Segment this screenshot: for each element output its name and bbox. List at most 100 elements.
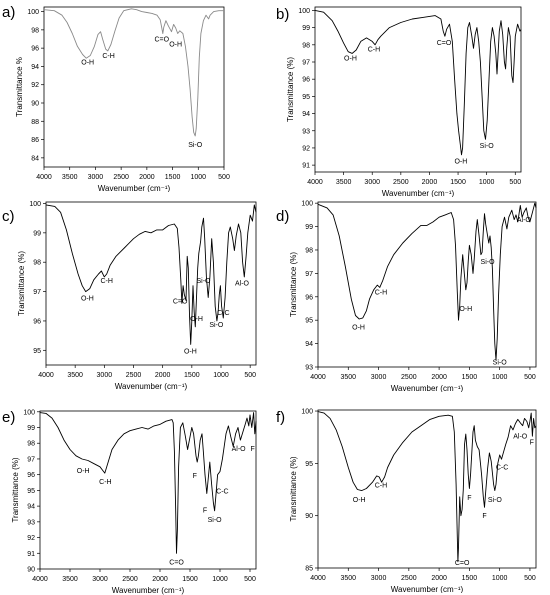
peak-annotation: F xyxy=(203,507,207,514)
x-tick-label: 2500 xyxy=(401,575,417,582)
x-axis-label: Wavenumber (cm⁻¹) xyxy=(391,585,464,593)
x-tick-label: 2000 xyxy=(422,179,438,186)
y-tick-label: 99 xyxy=(33,230,41,237)
peak-annotation: Al-O xyxy=(513,433,528,440)
x-tick-label: 3000 xyxy=(92,576,108,583)
peak-annotation: O-H xyxy=(459,306,472,313)
peak-annotation: C=O xyxy=(154,37,169,44)
peak-annotation: O-H xyxy=(81,60,94,67)
y-tick-label: 96 xyxy=(302,77,310,84)
x-tick-label: 1500 xyxy=(462,374,478,381)
y-tick-label: 100 xyxy=(298,8,310,15)
peak-annotation: O-H xyxy=(81,295,94,302)
spectrum-chart-a: 4000 3500 3000 2500 2000 1500 1000 500 84 86 88 90 9… xyxy=(15,6,230,192)
x-tick-label: 2500 xyxy=(113,174,129,181)
x-tick-label: 2000 xyxy=(139,174,155,181)
x-tick-label: 3500 xyxy=(62,174,78,181)
panel-label-b: b) xyxy=(276,6,290,23)
y-tick-label: 100 xyxy=(301,201,313,208)
y-tick-label: 98 xyxy=(302,42,310,49)
peak-annotation: Si-O xyxy=(488,497,503,504)
panel-label-c: c) xyxy=(2,208,15,225)
plot-frame xyxy=(317,409,537,569)
y-tick-label: 96 xyxy=(27,472,35,479)
y-tick-label: 90 xyxy=(27,567,35,574)
y-tick-label: 96 xyxy=(305,294,313,301)
spectrum-chart-b: 4000 3500 3000 2500 2000 1500 1000 500 91 92 93 94 9… xyxy=(286,6,522,197)
x-tick-label: 1500 xyxy=(182,576,198,583)
y-tick-label: 98 xyxy=(305,247,313,254)
x-axis-label: Wavenumber (cm⁻¹) xyxy=(112,586,185,595)
y-tick-label: 95 xyxy=(305,461,313,468)
peak-annotation: O-H xyxy=(454,158,467,165)
y-tick-label: 97 xyxy=(302,60,310,67)
x-tick-label: 2000 xyxy=(431,374,447,381)
x-tick-label: 500 xyxy=(524,575,536,582)
y-tick-label: 99 xyxy=(305,224,313,231)
x-tick-label: 4000 xyxy=(32,576,48,583)
y-tick-label: 94 xyxy=(302,111,310,118)
y-tick-label: 96 xyxy=(31,46,39,53)
peak-annotation: Si-O xyxy=(188,142,203,149)
x-tick-label: 500 xyxy=(244,372,256,379)
spectrum-line xyxy=(39,412,257,554)
x-tick-label: 3500 xyxy=(340,374,356,381)
y-tick-label: 85 xyxy=(305,566,313,573)
x-tick-label: 2500 xyxy=(393,179,409,186)
y-tick-label: 100 xyxy=(29,201,41,208)
peak-annotation: C=O xyxy=(173,298,188,305)
peak-annotation: C-C xyxy=(217,310,229,317)
spectrum-line xyxy=(43,8,224,137)
peak-annotation: O-H xyxy=(344,55,357,62)
peak-annotation: Al-O xyxy=(232,446,247,453)
y-tick-label: 88 xyxy=(31,119,39,126)
peak-annotation: O-H xyxy=(353,497,366,504)
y-tick-label: 95 xyxy=(33,348,41,355)
y-axis-label: Transmittance (%) xyxy=(290,456,298,521)
y-tick-label: 96 xyxy=(33,318,41,325)
x-tick-label: 2000 xyxy=(431,575,447,582)
x-axis-label: Wavenumber (cm⁻¹) xyxy=(382,189,455,197)
y-tick-label: 98 xyxy=(27,441,35,448)
y-tick-label: 97 xyxy=(305,271,313,278)
y-axis-label: Transmittance (%) xyxy=(17,251,26,316)
y-tick-label: 100 xyxy=(301,409,313,416)
y-tick-label: 94 xyxy=(305,341,313,348)
y-tick-label: 95 xyxy=(302,94,310,101)
peak-annotation: C-C xyxy=(216,489,228,496)
x-tick-label: 3000 xyxy=(371,374,387,381)
spectrum-line xyxy=(317,411,537,563)
y-tick-label: 92 xyxy=(31,82,39,89)
y-tick-label: 93 xyxy=(302,128,310,135)
peak-annotation: O-H xyxy=(190,316,203,323)
spectrum-chart-c: 4000 3500 3000 2500 2000 1500 1000 500 95 96 97 98 9… xyxy=(17,201,257,391)
y-tick-label: 90 xyxy=(31,101,39,108)
peak-annotation: C-H xyxy=(102,53,114,60)
peak-annotation: C-H xyxy=(375,289,387,296)
plot-frame xyxy=(317,201,537,368)
x-tick-label: 1000 xyxy=(213,372,229,379)
peak-annotation: Si-O xyxy=(197,278,212,285)
x-tick-label: 1500 xyxy=(462,575,478,582)
peak-annotation: F xyxy=(251,446,255,453)
x-tick-label: 3500 xyxy=(67,372,83,379)
peak-annotation: Si-O xyxy=(493,360,508,367)
y-tick-label: 84 xyxy=(31,155,39,162)
panel-label-d: d) xyxy=(276,208,290,225)
peak-annotation: C=O xyxy=(437,40,452,47)
peak-annotation: Si-O xyxy=(208,517,223,524)
peak-annotation: C-H xyxy=(100,278,112,285)
y-tick-label: 93 xyxy=(27,519,35,526)
spectrum-chart-e: 4000 3500 3000 2500 2000 1500 1000 500 90 91 92 93 9… xyxy=(11,409,257,595)
peak-annotation: O-H xyxy=(169,41,182,48)
peak-annotation: F xyxy=(193,473,197,480)
peak-annotation: Al-O xyxy=(517,217,532,224)
peak-annotation: F xyxy=(482,513,486,520)
y-tick-label: 95 xyxy=(27,488,35,495)
x-tick-label: 3500 xyxy=(62,576,78,583)
peak-annotation: Si-O xyxy=(481,259,496,266)
y-tick-label: 98 xyxy=(31,27,39,34)
x-tick-label: 2500 xyxy=(401,374,417,381)
peak-annotation: F xyxy=(530,440,534,447)
